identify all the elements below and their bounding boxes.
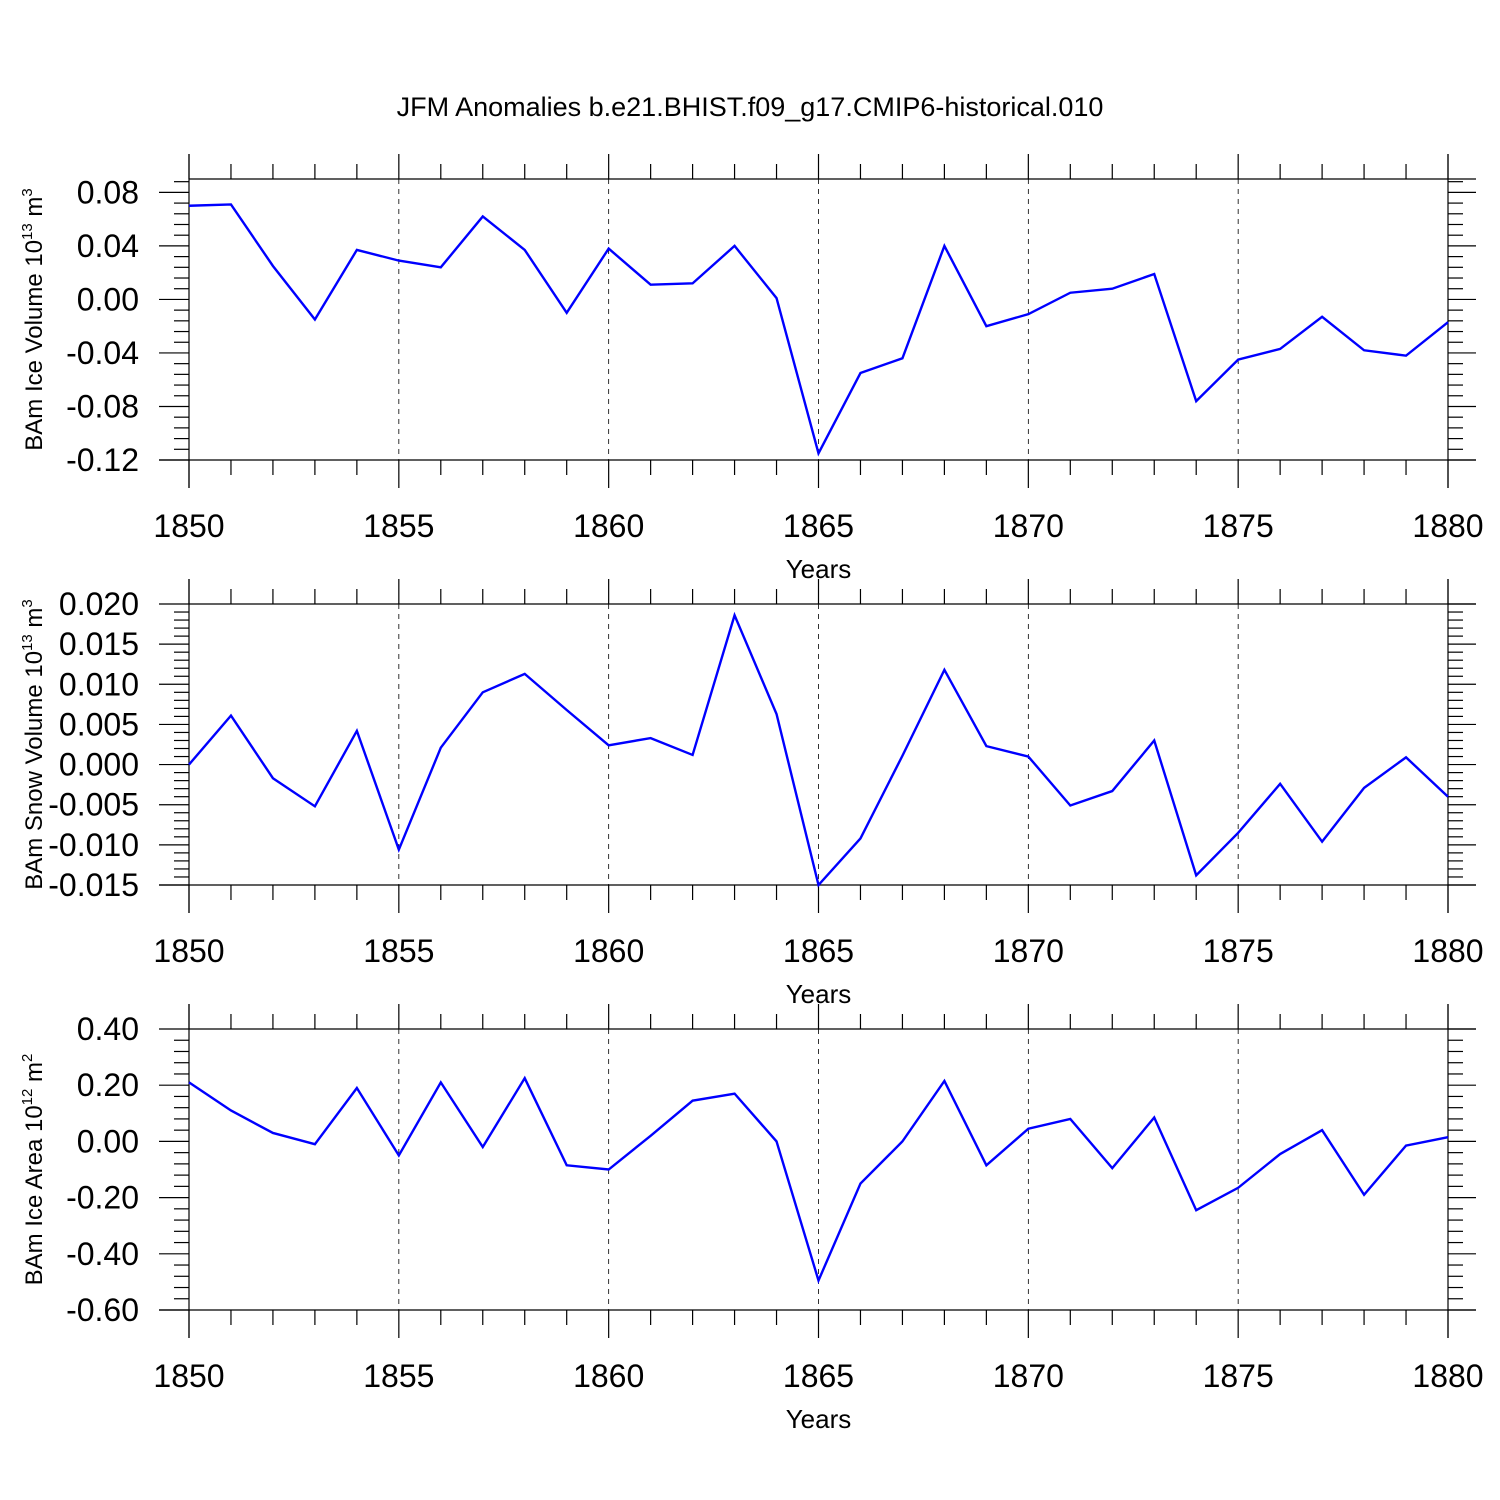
x-tick-label: 1860 — [573, 933, 644, 969]
y-axis-label: BAm Ice Area 1012 m2 — [19, 1054, 48, 1286]
x-tick-label: 1865 — [783, 508, 854, 544]
y-tick-label: -0.60 — [66, 1292, 139, 1328]
x-tick-label: 1870 — [993, 933, 1064, 969]
x-tick-label: 1850 — [153, 933, 224, 969]
y-tick-label: -0.20 — [66, 1180, 139, 1216]
y-axis-label: BAm Ice Volume 1013 m3 — [19, 188, 48, 450]
y-tick-label: 0.04 — [77, 228, 139, 264]
x-tick-label: 1860 — [573, 1358, 644, 1394]
y-tick-label: 0.20 — [77, 1067, 139, 1103]
y-tick-label: -0.005 — [48, 787, 139, 823]
figure-title: JFM Anomalies b.e21.BHIST.f09_g17.CMIP6-… — [397, 92, 1104, 122]
x-tick-label: 1880 — [1412, 1358, 1483, 1394]
x-tick-label: 1870 — [993, 1358, 1064, 1394]
y-tick-label: 0.000 — [59, 747, 139, 783]
x-tick-label: 1880 — [1412, 933, 1483, 969]
y-tick-label: -0.015 — [48, 867, 139, 903]
x-tick-label: 1875 — [1203, 933, 1274, 969]
x-tick-label: 1875 — [1203, 508, 1274, 544]
x-tick-label: 1855 — [363, 933, 434, 969]
x-tick-label: 1870 — [993, 508, 1064, 544]
x-tick-label: 1875 — [1203, 1358, 1274, 1394]
y-tick-label: -0.010 — [48, 827, 139, 863]
y-tick-label: 0.40 — [77, 1011, 139, 1047]
x-axis-label: Years — [786, 1404, 852, 1434]
x-tick-label: 1850 — [153, 1358, 224, 1394]
y-tick-label: -0.40 — [66, 1236, 139, 1272]
y-tick-label: 0.08 — [77, 174, 139, 210]
x-tick-label: 1880 — [1412, 508, 1483, 544]
y-tick-label: -0.04 — [66, 335, 139, 371]
y-tick-label: 0.020 — [59, 586, 139, 622]
x-tick-label: 1855 — [363, 1358, 434, 1394]
panel-3: 0.40 0.20 0.00 -0.20 -0.40 -0.60 1850 1855 1860 1… — [19, 1004, 1484, 1434]
x-tick-label: 1865 — [783, 1358, 854, 1394]
x-tick-label: 1860 — [573, 508, 644, 544]
y-tick-label: -0.12 — [66, 442, 139, 478]
x-tick-label: 1855 — [363, 508, 434, 544]
y-tick-label: -0.08 — [66, 388, 139, 424]
y-tick-label: 0.005 — [59, 706, 139, 742]
y-tick-label: 0.010 — [59, 666, 139, 702]
y-axis-label: BAm Snow Volume 1013 m3 — [19, 599, 48, 890]
y-tick-label: 0.015 — [59, 626, 139, 662]
panel-2: 0.020 0.015 0.010 0.005 0.000 -0.005 -0.010 -0.… — [19, 579, 1484, 1009]
y-tick-label: 0.00 — [77, 281, 139, 317]
panel-1: 0.08 0.04 0.00 -0.04 -0.08 -0.12 1850 1855 1860 1… — [19, 154, 1484, 584]
x-tick-label: 1850 — [153, 508, 224, 544]
x-tick-label: 1865 — [783, 933, 854, 969]
y-tick-label: 0.00 — [77, 1123, 139, 1159]
